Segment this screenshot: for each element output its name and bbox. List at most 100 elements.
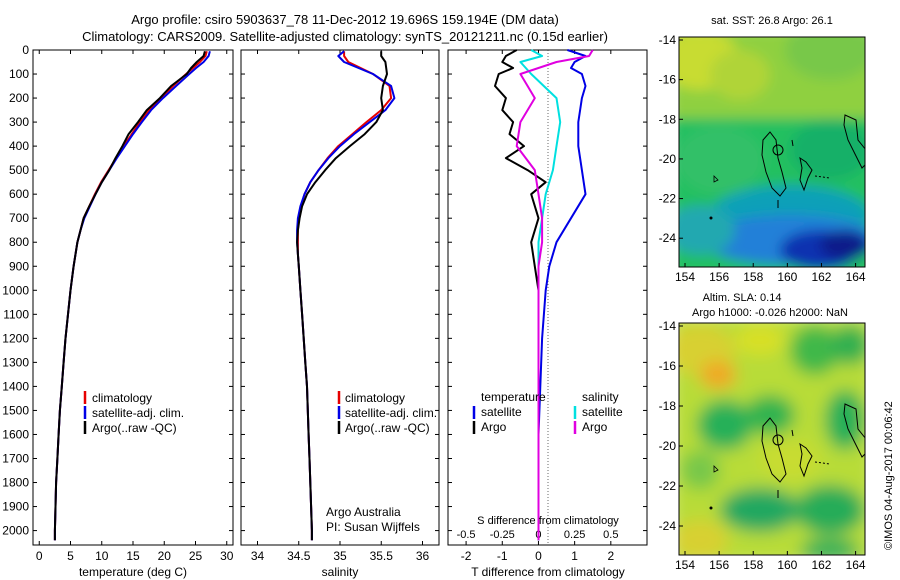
temperature-xlabel: temperature (deg C) — [79, 565, 187, 579]
x-tick-label: 2 — [607, 549, 614, 563]
map-y-tick-label: -22 — [659, 479, 677, 493]
salinity-xlabel: salinity — [322, 565, 359, 579]
x-tick-label: -1 — [497, 549, 508, 563]
depth-tick-label: 1700 — [2, 451, 29, 465]
series-line-climatology — [296, 51, 393, 541]
map-y-tick-label: -16 — [659, 359, 677, 373]
difference-top-xlabel: S difference from climatology — [477, 515, 619, 527]
legend-label-satellite: satellite-adj. clim. — [345, 406, 437, 420]
sst-map-axes: -14 -16 -18 -20 -22 -24 154 156 158 160 162 164 — [659, 33, 866, 284]
x-tick-label: 0 — [36, 549, 43, 563]
sla-map-frame — [678, 322, 866, 556]
map-x-tick-label: 160 — [777, 558, 797, 572]
legend-label-sal-argo: Argo — [582, 420, 608, 434]
map-x-tick-label: 164 — [846, 270, 866, 284]
series-line-argo-raw-qc- — [53, 50, 206, 541]
depth-tick-label: 600 — [9, 187, 29, 201]
depth-tick-label: 1900 — [2, 500, 29, 514]
difference-series — [494, 49, 594, 541]
map-x-tick-label: 162 — [811, 558, 831, 572]
title-line-1: Argo profile: csiro 5903637_78 11-Dec-20… — [131, 12, 559, 27]
top-x-tick-label: 0.5 — [603, 529, 618, 541]
map-y-tick-label: -14 — [659, 319, 677, 333]
legend-label-temp-satellite: satellite — [481, 405, 522, 419]
x-tick-label: 34 — [251, 549, 265, 563]
salinity-legend: climatology satellite-adj. clim. Argo(..… — [337, 391, 437, 435]
map-y-tick-label: -24 — [659, 231, 677, 245]
series-line-satellite-adj-clim- — [296, 50, 396, 541]
top-x-tick-label: -0.5 — [457, 529, 476, 541]
depth-tick-label: 1600 — [2, 427, 29, 441]
x-tick-label: 36 — [416, 549, 430, 563]
series-line-temperature-satellite — [537, 49, 587, 541]
map-x-tick-label: 156 — [709, 558, 729, 572]
x-tick-label: 30 — [220, 549, 234, 563]
sla-map — [679, 323, 865, 555]
x-tick-label: -2 — [461, 549, 472, 563]
salinity-x-axis: 34 34.5 35 35.5 36 — [251, 50, 430, 563]
sst-map-frame — [678, 36, 866, 268]
depth-tick-label: 800 — [9, 235, 29, 249]
depth-tick-label: 1500 — [2, 403, 29, 417]
series-line-salinity-satellite — [519, 49, 562, 541]
map-x-tick-label: 154 — [675, 270, 695, 284]
difference-legend: temperature satellite Argo salinity sate… — [472, 390, 623, 434]
depth-tick-label: 300 — [9, 115, 29, 129]
x-tick-label: 25 — [189, 549, 203, 563]
credit-argo-australia: Argo Australia — [326, 505, 401, 519]
map-y-tick-label: -20 — [659, 152, 677, 166]
legend-label-climatology: climatology — [345, 391, 405, 405]
map-x-tick-label: 158 — [743, 558, 763, 572]
legend-label-climatology: climatology — [92, 391, 152, 405]
temperature-x-axis: 0 5 10 15 20 25 30 — [36, 50, 234, 563]
depth-tick-label: 1300 — [2, 355, 29, 369]
depth-tick-label: 1400 — [2, 379, 29, 393]
depth-tick-label: 100 — [9, 67, 29, 81]
depth-tick-label: 700 — [9, 211, 29, 225]
sla-map-axes: -14 -16 -18 -20 -22 -24 154 156 158 160 162 164 — [659, 319, 866, 572]
map-x-tick-label: 154 — [675, 558, 695, 572]
legend-label-temp-argo: Argo — [481, 420, 507, 434]
map-y-tick-label: -14 — [659, 33, 677, 47]
map-y-tick-label: -16 — [659, 73, 677, 87]
depth-tick-label: 1100 — [3, 307, 29, 321]
legend-title-salinity: salinity — [582, 390, 619, 404]
salinity-series — [296, 50, 396, 541]
credit-imos: ©IMOS 04-Aug-2017 00:06:42 — [883, 401, 895, 550]
credit-pi: PI: Susan Wijffels — [326, 520, 420, 534]
x-tick-label: 15 — [126, 549, 140, 563]
difference-xlabel: T difference from climatology — [471, 565, 625, 579]
sst-map-title: sat. SST: 26.8 Argo: 26.1 — [711, 15, 833, 27]
difference-x-axis: -2 -1 0 1 2 — [461, 50, 614, 563]
depth-tick-label: 200 — [9, 91, 29, 105]
x-tick-label: 1 — [571, 549, 578, 563]
depth-tick-label: 0 — [22, 43, 29, 57]
series-line-satellite-adj-clim- — [53, 50, 211, 541]
series-line-argo-raw-qc- — [296, 51, 388, 541]
x-tick-label: 5 — [67, 549, 74, 563]
x-tick-label: 20 — [158, 549, 172, 563]
temperature-series — [53, 50, 211, 541]
depth-axis: 0 100 200 300 400 500 600 700 800 900 1000 1100 1200… — [2, 43, 647, 538]
map-x-tick-label: 160 — [777, 270, 797, 284]
depth-tick-label: 1800 — [2, 476, 29, 490]
legend-title-temperature: temperature — [481, 390, 546, 404]
temperature-legend: climatology satellite-adj. clim. Argo(..… — [83, 391, 184, 435]
depth-tick-label: 400 — [9, 139, 29, 153]
depth-tick-label: 500 — [9, 163, 29, 177]
map-x-tick-label: 158 — [743, 270, 763, 284]
salinity-panel-frame — [240, 49, 440, 546]
x-tick-label: 35 — [333, 549, 347, 563]
depth-tick-label: 1200 — [2, 331, 29, 345]
legend-label-sal-satellite: satellite — [582, 405, 623, 419]
legend-label-satellite: satellite-adj. clim. — [92, 406, 184, 420]
x-tick-label: 34.5 — [287, 549, 311, 563]
depth-tick-label: 1000 — [2, 283, 29, 297]
x-tick-label: 0 — [535, 549, 542, 563]
top-x-tick-label: -0.25 — [490, 529, 515, 541]
map-x-tick-label: 164 — [846, 558, 866, 572]
sst-map — [679, 37, 865, 267]
map-y-tick-label: -18 — [659, 399, 677, 413]
map-y-tick-label: -18 — [659, 112, 677, 126]
